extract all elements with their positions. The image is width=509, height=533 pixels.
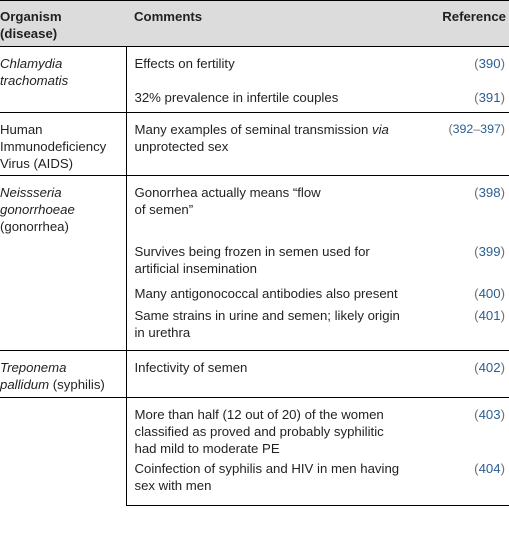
comment-cell: Infectivity of semen: [126, 350, 429, 398]
reference-cell: (401): [474, 307, 505, 323]
table-row: Survives being frozen in semen used for …: [0, 243, 509, 285]
reference-link[interactable]: 397: [480, 122, 501, 136]
reference-link[interactable]: 399: [478, 243, 501, 259]
comment-cell: Effects on fertility: [134, 56, 235, 71]
comment-cell: Gonorrhea actually means “flow of semen”: [126, 175, 429, 243]
organism-cell: Neissseria gonorrhoeae (gonorrhea): [0, 175, 127, 351]
header-reference: Reference: [429, 0, 509, 47]
comment-cell: Coinfection of syphilis and HIV in men h…: [126, 459, 429, 506]
reference-cell: (390): [474, 56, 505, 71]
comment-cell: More than half (12 out of 20) of the wom…: [126, 397, 429, 460]
table-row: Neissseria gonorrhoeae (gonorrhea) Gonor…: [0, 175, 509, 351]
reference-link[interactable]: 403: [478, 407, 501, 422]
comment-cell: Many examples of seminal transmission vi…: [126, 112, 429, 176]
reference-link[interactable]: 401: [478, 307, 501, 323]
table-row: Human Immunodeficiency Virus (AIDS) Many…: [0, 112, 509, 176]
table-row: More than half (12 out of 20) of the wom…: [0, 397, 509, 506]
table-row: Treponema pallidum (syphilis) Infectivit…: [0, 350, 509, 398]
organism-cell: Treponema pallidum (syphilis): [0, 350, 127, 398]
table-row: Coinfection of syphilis and HIV in men h…: [0, 459, 509, 506]
comment-cell: Same strains in urine and semen; likely …: [134, 307, 400, 340]
reference-cell: (399): [474, 243, 505, 259]
table-row: Same strains in urine and semen; likely …: [0, 307, 509, 351]
reference-cell: (402): [429, 350, 509, 398]
table-row: Many antigonococcal antibodies also pres…: [0, 285, 509, 307]
reference-link[interactable]: 402: [478, 360, 501, 375]
reference-cell: (392–397): [429, 112, 509, 176]
reference-cell: (404): [429, 459, 509, 506]
table-row: Chlamydia trachomatis Effects on fertili…: [0, 46, 509, 113]
comment-cell: Many antigonococcal antibodies also pres…: [134, 285, 398, 301]
reference-cell: (403): [429, 397, 509, 460]
reference-link[interactable]: 392: [452, 122, 474, 136]
reference-link[interactable]: 390: [478, 56, 501, 71]
reference-link[interactable]: 391: [478, 89, 501, 105]
reference-cell: (398): [429, 175, 509, 243]
reference-cell: (400): [474, 285, 505, 301]
organism-cell: Human Immunodeficiency Virus (AIDS): [0, 112, 127, 176]
reference-cell: (391): [474, 89, 505, 105]
reference-table: Organism (disease) Comments Reference Ch…: [0, 0, 509, 506]
table-row: 32% prevalence in infertile couples (391…: [0, 89, 509, 113]
organism-cell: [0, 397, 127, 506]
header-comments: Comments: [126, 0, 429, 47]
organism-cell: Chlamydia trachomatis: [0, 46, 127, 113]
header-row: Organism (disease) Comments Reference: [0, 0, 509, 47]
comment-cell: Survives being frozen in semen used for …: [134, 243, 370, 276]
reference-link[interactable]: 404: [478, 460, 501, 476]
reference-link[interactable]: 398: [478, 185, 501, 200]
reference-link[interactable]: 400: [478, 285, 501, 301]
header-organism: Organism (disease): [0, 0, 126, 47]
comment-cell: 32% prevalence in infertile couples: [134, 89, 339, 105]
